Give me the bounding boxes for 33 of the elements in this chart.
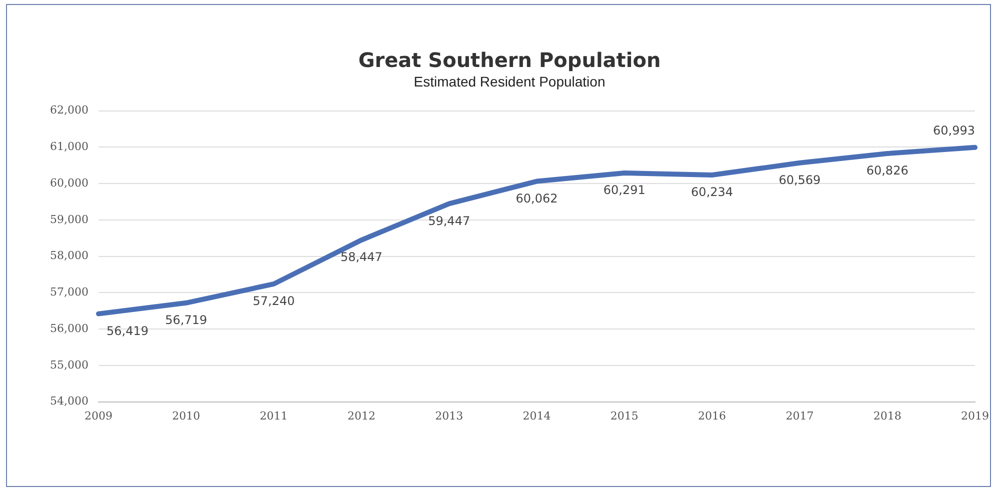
y-tick-label: 61,000 (50, 140, 88, 154)
chart-title: Great Southern Population (358, 48, 661, 72)
data-label: 56,419 (106, 324, 148, 338)
y-tick-label: 62,000 (50, 104, 88, 117)
data-label: 59,447 (428, 214, 470, 228)
y-tick-label: 55,000 (50, 358, 88, 372)
x-tick-label: 2016 (698, 409, 726, 422)
x-tick-label: 2009 (84, 409, 112, 422)
x-tick-label: 2011 (260, 409, 288, 422)
x-tick-label: 2015 (610, 409, 638, 422)
data-label: 57,240 (252, 294, 295, 308)
data-label: 60,062 (516, 191, 558, 206)
data-label: 60,234 (691, 185, 734, 200)
x-tick-label: 2012 (347, 409, 376, 422)
chart-subtitle: Estimated Resident Population (414, 73, 606, 90)
y-tick-label: 54,000 (50, 394, 88, 408)
y-tick-label: 57,000 (50, 286, 88, 299)
data-label: 60,826 (866, 164, 908, 178)
data-label: 58,447 (340, 250, 382, 264)
x-tick-label: 2010 (172, 409, 200, 422)
data-label: 56,719 (165, 313, 208, 328)
y-tick-label: 58,000 (50, 249, 88, 262)
x-tick-label: 2019 (961, 409, 990, 422)
y-tick-label: 59,000 (50, 212, 88, 226)
data-label: 60,993 (933, 124, 976, 138)
x-tick-label: 2013 (435, 409, 464, 422)
x-tick-label: 2018 (873, 409, 902, 422)
x-tick-label: 2017 (786, 409, 814, 422)
data-label: 60,569 (778, 172, 821, 187)
y-tick-label: 56,000 (50, 322, 88, 335)
data-label: 60,291 (603, 183, 646, 198)
y-tick-label: 60,000 (50, 176, 88, 190)
x-tick-label: 2014 (522, 409, 551, 422)
